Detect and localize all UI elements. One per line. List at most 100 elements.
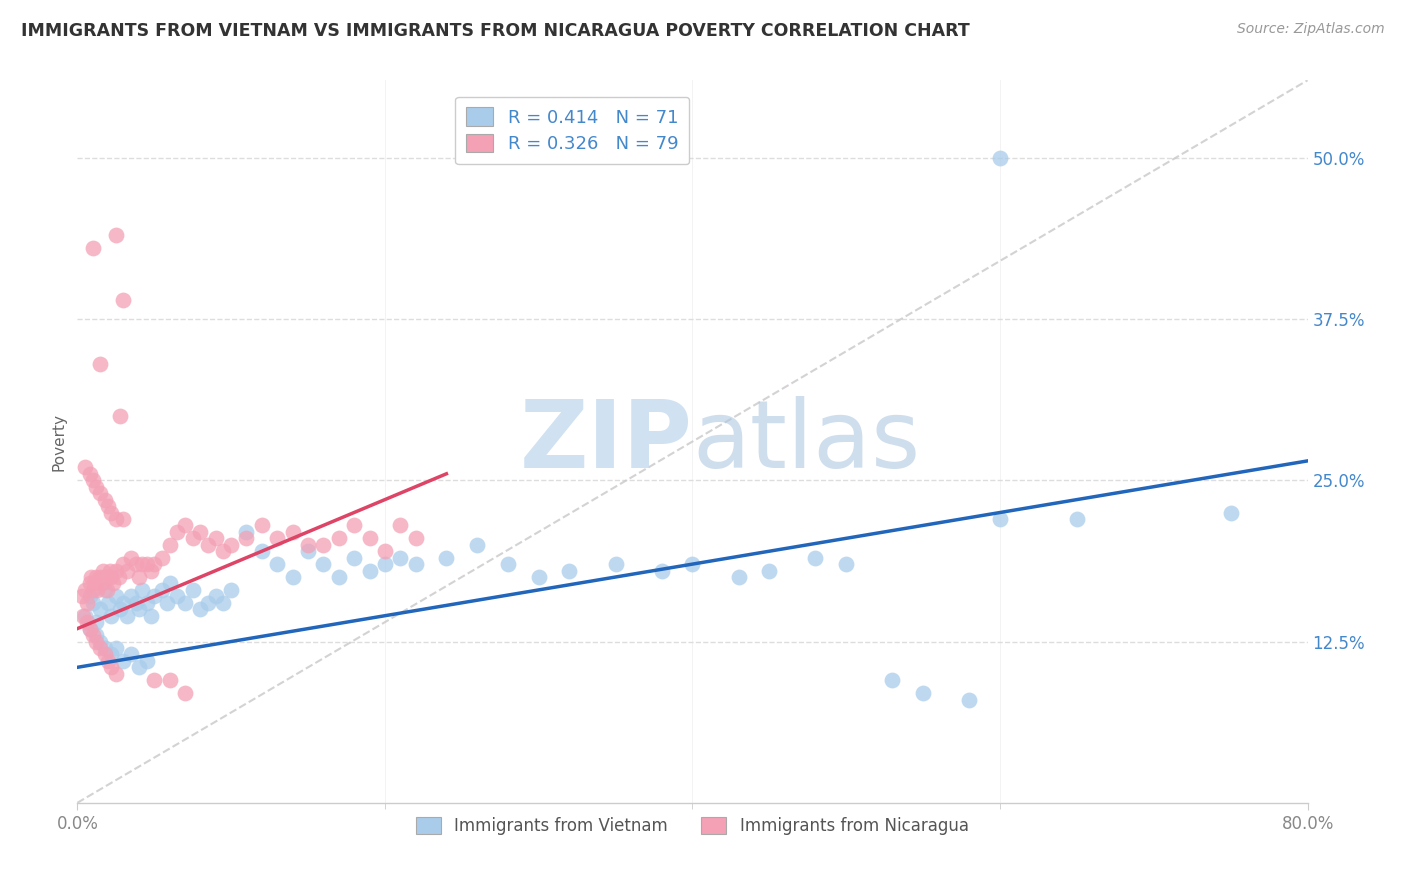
- Point: [128, 570, 150, 584]
- Point: [957, 692, 980, 706]
- Point: [143, 673, 166, 688]
- Point: [374, 557, 396, 571]
- Point: [727, 570, 749, 584]
- Point: [359, 564, 381, 578]
- Text: Source: ZipAtlas.com: Source: ZipAtlas.com: [1237, 22, 1385, 37]
- Point: [166, 590, 188, 604]
- Point: [84, 480, 107, 494]
- Point: [128, 660, 150, 674]
- Point: [82, 628, 104, 642]
- Point: [79, 576, 101, 591]
- Legend: Immigrants from Vietnam, Immigrants from Nicaragua: Immigrants from Vietnam, Immigrants from…: [409, 810, 976, 841]
- Point: [188, 602, 212, 616]
- Point: [89, 640, 111, 655]
- Point: [76, 596, 98, 610]
- Point: [94, 492, 117, 507]
- Point: [682, 557, 704, 571]
- Point: [135, 654, 157, 668]
- Point: [89, 602, 111, 616]
- Point: [104, 666, 127, 681]
- Point: [297, 544, 319, 558]
- Point: [94, 648, 117, 662]
- Point: [82, 473, 104, 487]
- Point: [104, 228, 127, 243]
- Point: [496, 557, 519, 571]
- Point: [155, 596, 177, 610]
- Point: [100, 506, 122, 520]
- Point: [527, 570, 550, 584]
- Point: [128, 602, 150, 616]
- Point: [89, 357, 111, 371]
- Point: [374, 544, 396, 558]
- Point: [100, 648, 122, 662]
- Point: [94, 582, 117, 597]
- Point: [988, 151, 1011, 165]
- Point: [197, 538, 219, 552]
- Point: [758, 564, 780, 578]
- Point: [835, 557, 858, 571]
- Point: [651, 564, 673, 578]
- Point: [605, 557, 627, 571]
- Text: atlas: atlas: [693, 395, 921, 488]
- Point: [97, 596, 120, 610]
- Point: [389, 518, 412, 533]
- Point: [108, 570, 131, 584]
- Point: [235, 531, 257, 545]
- Point: [141, 564, 163, 578]
- Point: [359, 531, 381, 545]
- Point: [912, 686, 935, 700]
- Point: [89, 634, 111, 648]
- Point: [212, 596, 235, 610]
- Point: [159, 538, 181, 552]
- Point: [125, 557, 148, 571]
- Point: [89, 486, 111, 500]
- Point: [343, 550, 366, 565]
- Point: [125, 596, 148, 610]
- Point: [112, 557, 135, 571]
- Point: [204, 590, 226, 604]
- Point: [266, 531, 288, 545]
- Point: [131, 557, 153, 571]
- Point: [312, 538, 335, 552]
- Point: [84, 570, 107, 584]
- Point: [104, 512, 127, 526]
- Text: ZIP: ZIP: [520, 395, 693, 488]
- Y-axis label: Poverty: Poverty: [51, 412, 66, 471]
- Point: [82, 596, 104, 610]
- Point: [93, 564, 115, 578]
- Point: [143, 590, 166, 604]
- Point: [188, 524, 212, 539]
- Point: [150, 582, 173, 597]
- Point: [141, 608, 163, 623]
- Point: [83, 576, 105, 591]
- Point: [100, 608, 122, 623]
- Point: [104, 590, 127, 604]
- Point: [94, 640, 117, 655]
- Point: [82, 241, 104, 255]
- Point: [79, 622, 101, 636]
- Point: [90, 576, 114, 591]
- Text: IMMIGRANTS FROM VIETNAM VS IMMIGRANTS FROM NICARAGUA POVERTY CORRELATION CHART: IMMIGRANTS FROM VIETNAM VS IMMIGRANTS FR…: [21, 22, 970, 40]
- Point: [84, 615, 107, 630]
- Point: [181, 531, 204, 545]
- Point: [76, 615, 98, 630]
- Point: [405, 531, 427, 545]
- Point: [79, 590, 101, 604]
- Point: [80, 570, 103, 584]
- Point: [97, 570, 120, 584]
- Point: [436, 550, 458, 565]
- Point: [159, 576, 181, 591]
- Point: [174, 596, 197, 610]
- Point: [97, 654, 120, 668]
- Point: [98, 564, 121, 578]
- Point: [100, 660, 122, 674]
- Point: [82, 582, 104, 597]
- Point: [558, 564, 581, 578]
- Point: [135, 557, 157, 571]
- Point: [212, 544, 235, 558]
- Point: [159, 673, 181, 688]
- Point: [112, 512, 135, 526]
- Point: [181, 582, 204, 597]
- Point: [115, 564, 138, 578]
- Point: [804, 550, 827, 565]
